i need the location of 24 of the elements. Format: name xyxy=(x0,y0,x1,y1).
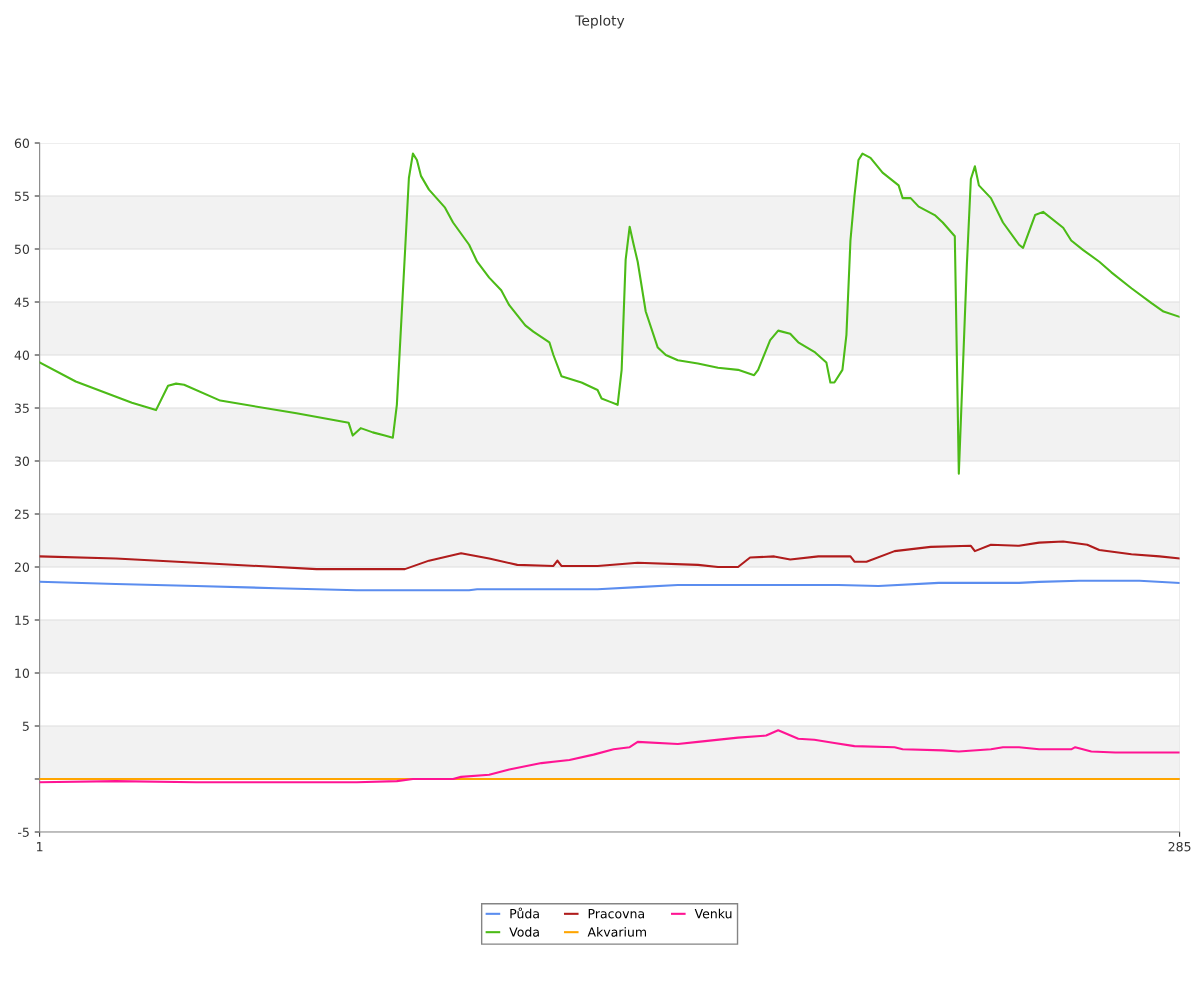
y-tick-label: 25 xyxy=(14,509,29,519)
line-series xyxy=(39,152,1180,475)
y-tick-label: -5 xyxy=(18,827,29,837)
y-tick-label: 35 xyxy=(14,403,29,413)
y-tick-label: 5 xyxy=(22,721,29,731)
legend-label: Půda xyxy=(510,907,539,919)
y-tick-label: 60 xyxy=(14,138,30,148)
y-tick-label: 10 xyxy=(15,668,30,678)
y-tick-label: 15 xyxy=(15,615,29,625)
y-tick-label: 50 xyxy=(14,244,30,254)
chart-title: Teploty xyxy=(575,15,625,29)
y-tick-label: 20 xyxy=(14,562,30,572)
line-series xyxy=(39,540,1180,571)
line-series xyxy=(39,579,1180,592)
y-tick-label: 30 xyxy=(14,456,30,466)
y-tick-label: 55 xyxy=(14,191,29,201)
legend-label: Venku xyxy=(694,908,732,919)
y-tick-label: 45 xyxy=(14,297,29,307)
y-tick-label: 40 xyxy=(14,350,30,360)
legend-label: Voda xyxy=(509,927,539,937)
legend-label: Akvarium xyxy=(587,927,646,937)
legend-label: Pracovna xyxy=(588,909,644,919)
x-tick-label: 1 xyxy=(37,842,43,852)
x-tick-label: 285 xyxy=(1168,841,1191,852)
